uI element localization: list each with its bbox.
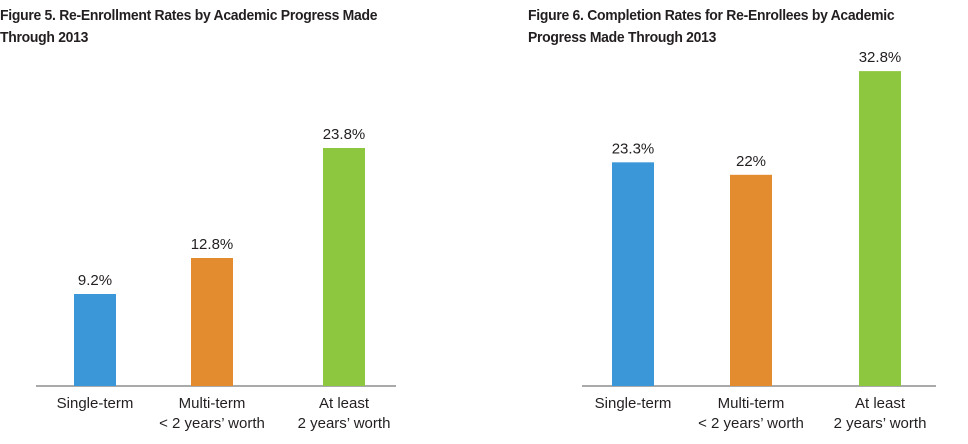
figure-5: Figure 5. Re-Enrollment Rates by Academi… — [0, 0, 470, 444]
figure-5-value-label-1: 9.2% — [78, 272, 112, 289]
figure-6-bar-2 — [730, 174, 772, 386]
figure-5-plot: 9.2% Single-term 12.8% Multi-term < 2 years’… — [36, 126, 396, 432]
figure-6-category-label-1-line-1: Single-term — [595, 395, 672, 412]
figure-5-category-label-2-line-1: Multi-term — [179, 395, 246, 412]
figure-6-bar-1 — [612, 162, 654, 386]
figure-5-category-label-3-line-1: At least — [319, 395, 370, 412]
figure-6-title: Figure 6. Completion Rates for Re-Enroll… — [528, 5, 895, 49]
figure-6-title-line-2: Progress Made Through 2013 — [528, 29, 717, 46]
figure-6: Figure 6. Completion Rates for Re-Enroll… — [516, 0, 968, 444]
figure-5-bar-1 — [74, 294, 116, 386]
figure-5-category-label-2-line-2: < 2 years’ worth — [159, 415, 265, 432]
figure-5-category-label-3-line-2: 2 years’ worth — [298, 415, 391, 432]
figure-6-category-label-3-line-1: At least — [855, 395, 906, 412]
figure-6-bar-3 — [859, 71, 901, 387]
figure-6-value-label-2: 22% — [736, 153, 766, 170]
figure-6-category-label-3-line-2: 2 years’ worth — [834, 415, 927, 432]
figure-6-category-label-2-line-1: Multi-term — [718, 395, 785, 412]
figure-5-value-label-2: 12.8% — [191, 236, 234, 253]
figure-5-bar-3 — [323, 148, 365, 386]
figure-6-title-line-1: Figure 6. Completion Rates for Re-Enroll… — [528, 7, 895, 24]
figure-5-title-line-1: Figure 5. Re-Enrollment Rates by Academi… — [0, 7, 378, 24]
figure-5-bar-2 — [191, 258, 233, 386]
figure-6-plot: 23.3% Single-term 22% Multi-term < 2 years’ … — [582, 49, 936, 432]
figure-5-category-label-1-line-1: Single-term — [57, 395, 134, 412]
figure-6-value-label-1: 23.3% — [612, 140, 655, 157]
figure-6-value-label-3: 32.8% — [859, 49, 902, 66]
figure-5-title-line-2: Through 2013 — [0, 29, 89, 46]
figure-6-category-label-2-line-2: < 2 years’ worth — [698, 415, 804, 432]
figure-5-value-label-3: 23.8% — [323, 126, 366, 143]
figure-5-title: Figure 5. Re-Enrollment Rates by Academi… — [0, 5, 377, 49]
